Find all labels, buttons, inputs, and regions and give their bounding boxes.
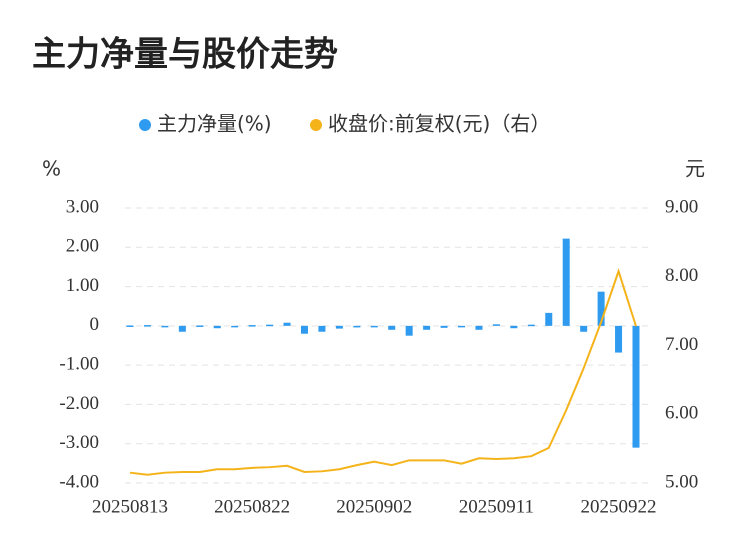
bar: [196, 325, 204, 327]
legend-marker: [139, 119, 151, 131]
bar: [632, 325, 640, 448]
bar: [458, 325, 466, 328]
bar: [405, 325, 413, 336]
bar: [161, 325, 169, 328]
y-tick-label: 1.00: [66, 275, 99, 296]
bar: [126, 325, 134, 327]
bar: [213, 325, 221, 329]
bar: [527, 324, 535, 327]
legend-label: 主力净量(%): [157, 112, 272, 136]
y2-tick-label: 5.00: [665, 471, 698, 492]
y-tick-label: -2.00: [59, 393, 99, 414]
bar: [300, 325, 308, 334]
bar: [283, 322, 291, 326]
x-tick-label: 20250822: [214, 496, 290, 517]
y-tick-label: -3.00: [59, 432, 99, 453]
y2-tick-label: 6.00: [665, 403, 698, 424]
price-line: [129, 268, 637, 476]
y2-axis-unit: 元: [685, 157, 705, 181]
bar: [597, 291, 605, 326]
y-axis-unit: %: [42, 157, 61, 181]
bar: [353, 325, 361, 328]
bar: [423, 325, 431, 330]
x-tick-label: 20250922: [581, 496, 657, 517]
bar: [580, 325, 588, 332]
legend-marker: [310, 119, 322, 131]
y-tick-label: 3.00: [66, 196, 99, 217]
bar: [562, 238, 570, 326]
y-tick-label: 0: [90, 314, 100, 335]
bar: [143, 325, 151, 327]
bar: [545, 312, 553, 326]
bar: [492, 324, 500, 326]
bar: [510, 325, 518, 329]
bar: [178, 325, 186, 332]
x-tick-label: 20250911: [459, 496, 534, 517]
x-tick-label: 20250902: [336, 496, 412, 517]
bar: [266, 324, 274, 327]
y2-tick-label: 8.00: [665, 265, 698, 286]
bar: [475, 325, 483, 330]
y-tick-label: 2.00: [66, 236, 99, 257]
y2-tick-label: 7.00: [665, 334, 698, 355]
bar: [248, 325, 256, 327]
y-tick-label: -4.00: [59, 471, 99, 492]
x-tick-label: 20250813: [92, 496, 168, 517]
legend-label: 收盘价:前复权(元)（右）: [328, 112, 550, 136]
y-tick-label: -1.00: [59, 354, 99, 375]
bar: [615, 325, 623, 353]
chart-title: 主力净量与股价走势: [32, 35, 338, 75]
y2-tick-label: 9.00: [665, 196, 698, 217]
bar: [231, 325, 239, 328]
bar: [318, 325, 326, 332]
bar: [335, 325, 343, 329]
bar: [388, 325, 396, 330]
bar: [370, 325, 378, 328]
bar: [440, 325, 448, 328]
